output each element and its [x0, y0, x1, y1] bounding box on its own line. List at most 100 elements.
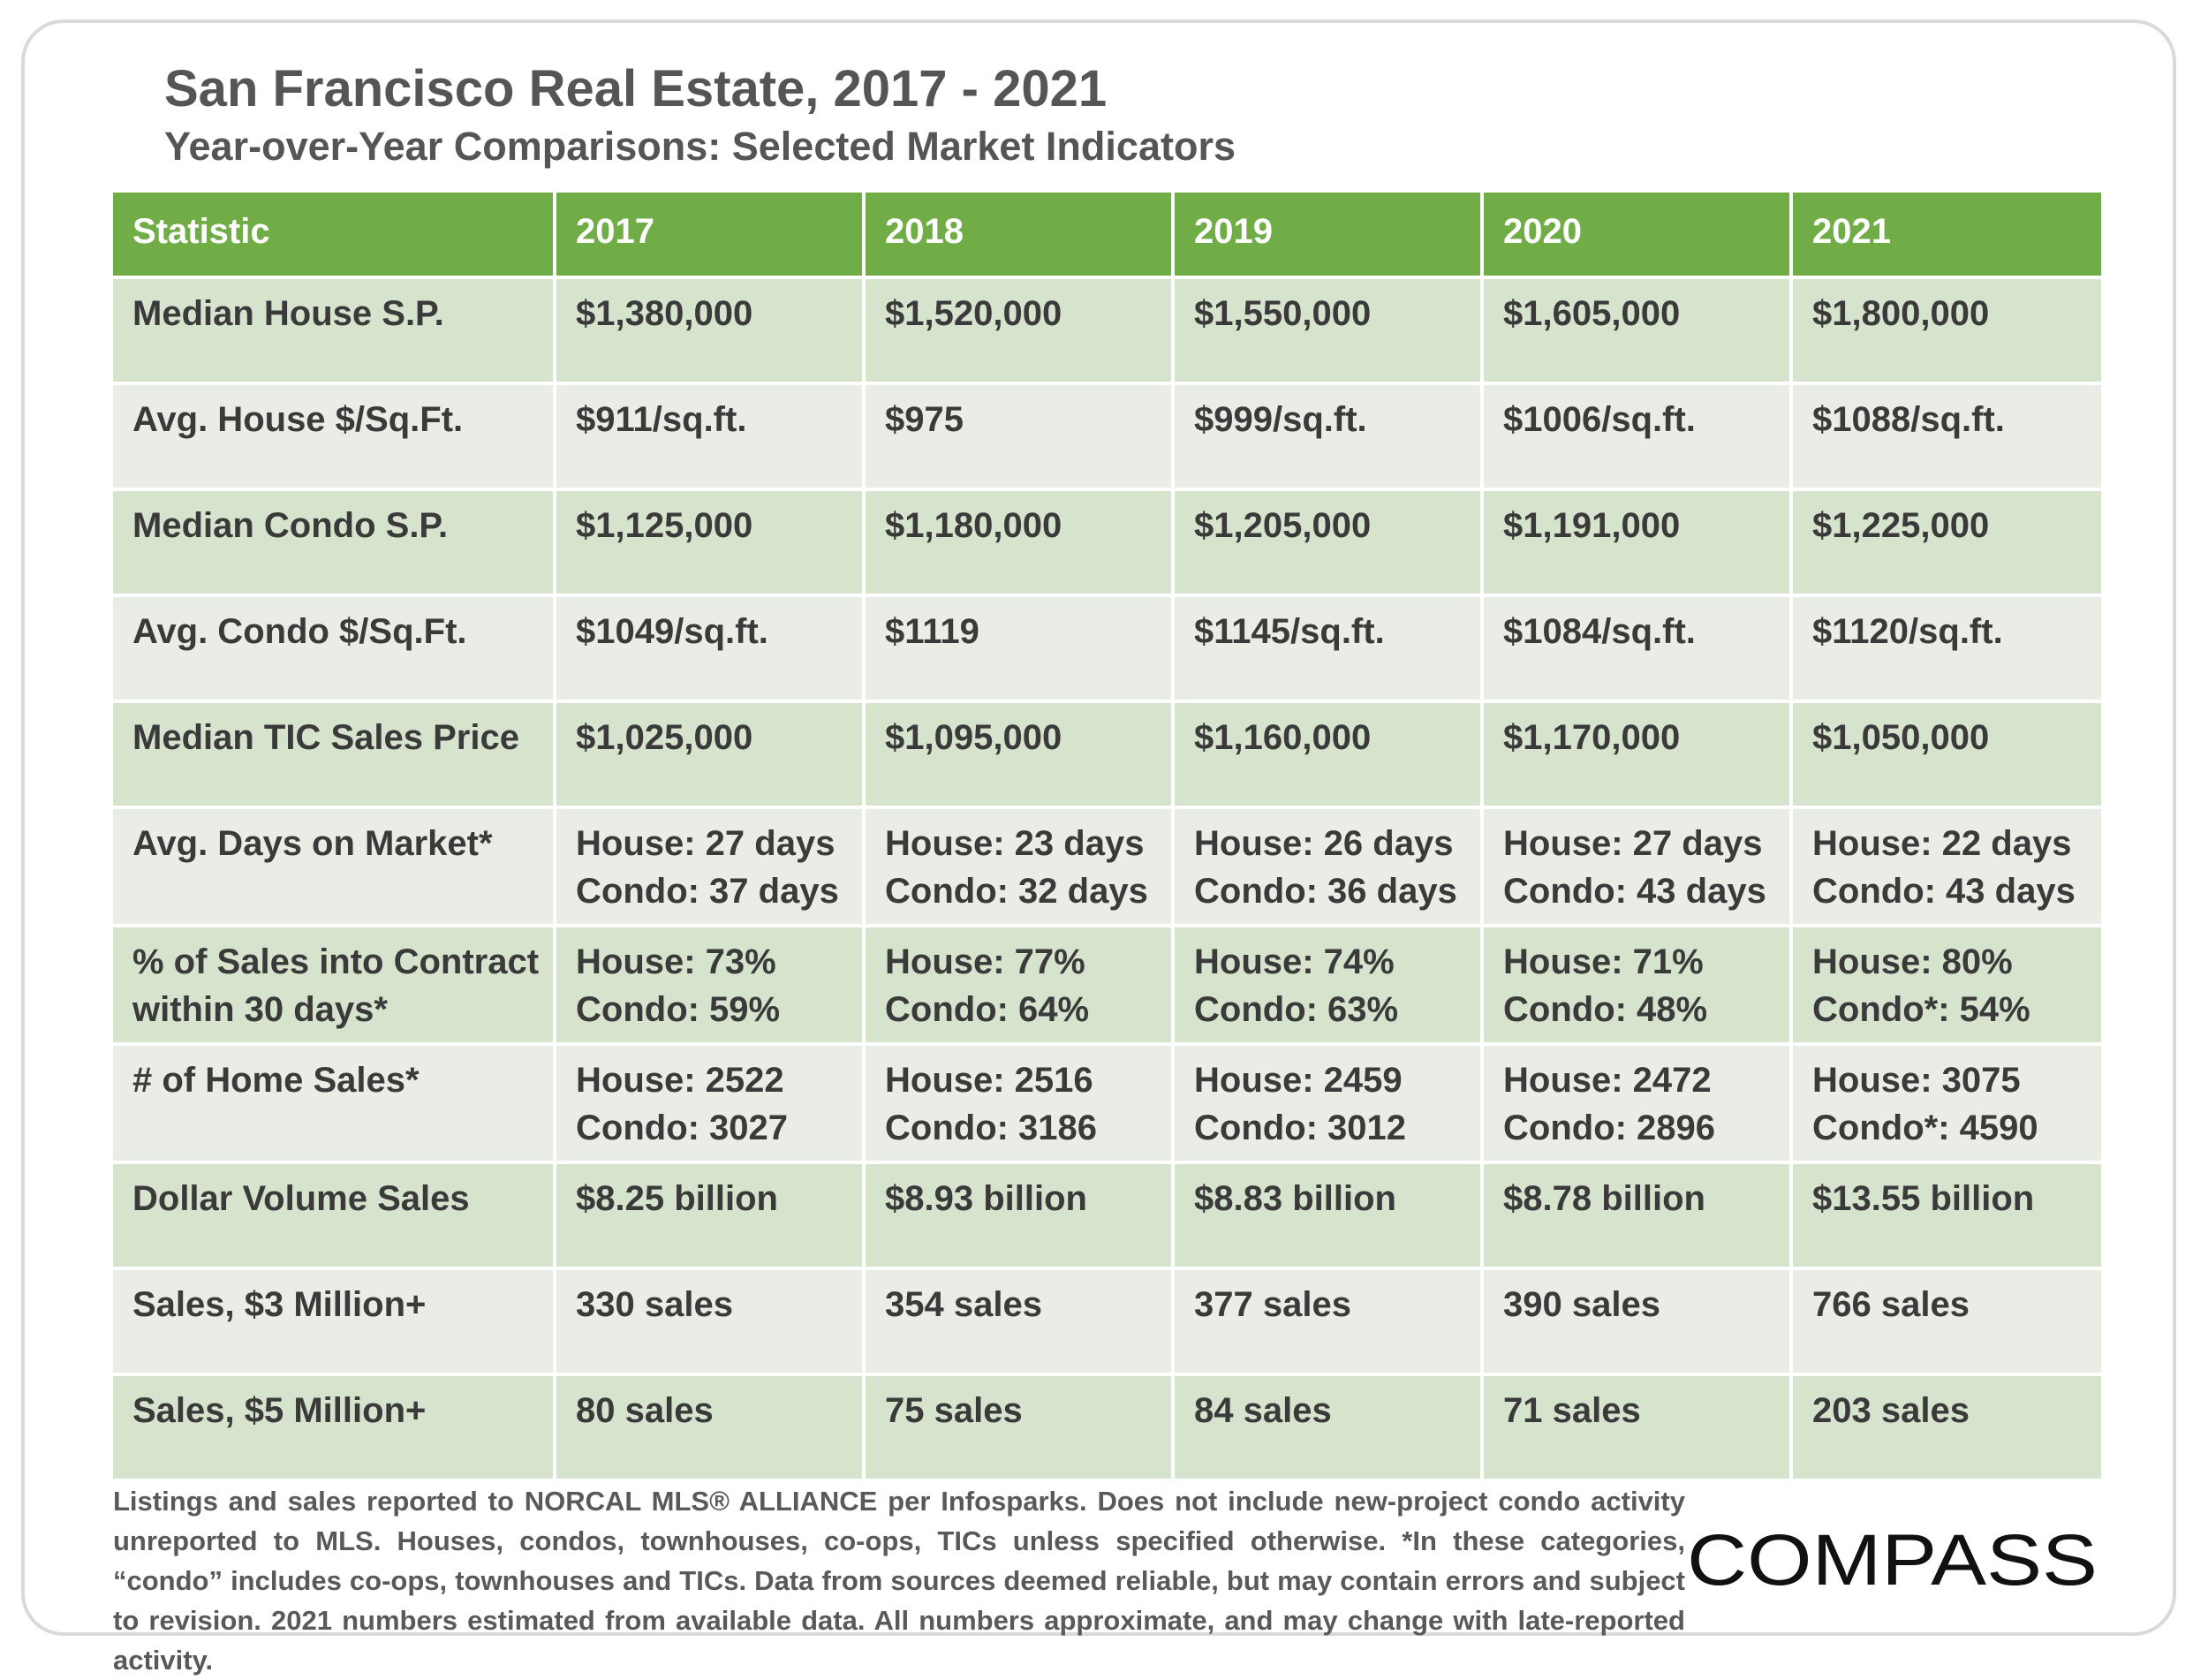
value-cell-2018: 75 sales	[864, 1374, 1175, 1482]
value-cell-2020: $1,191,000	[1482, 489, 1793, 597]
cell-value: House: 23 days	[885, 824, 1145, 863]
cell-value: $1,550,000	[1194, 294, 1372, 333]
row-label: Sales, $3 Million+	[132, 1285, 427, 1324]
value-cell-2019: House: 26 days Condo: 36 days	[1173, 807, 1484, 927]
column-header-2017: 2017	[555, 193, 866, 279]
cell-value: $999/sq.ft.	[1194, 400, 1367, 439]
cell-value: House: 71%	[1503, 942, 1704, 981]
row-label-cell: Avg. Days on Market*	[113, 807, 556, 927]
cell-value: $8.25 billion	[576, 1179, 778, 1218]
cell-value: 354 sales	[885, 1285, 1042, 1324]
cell-value: $1,605,000	[1503, 294, 1681, 333]
slide-frame	[21, 19, 2176, 1636]
cell-value: $1,520,000	[885, 294, 1062, 333]
page-subtitle: Year-over-Year Comparisons: Selected Mar…	[164, 124, 1236, 169]
cell-value: $1088/sq.ft.	[1812, 400, 2005, 439]
value-cell-2019: House: 74% Condo: 63%	[1173, 926, 1484, 1046]
cell-value: House: 73%	[576, 942, 776, 981]
value-cell-2018: $1,095,000	[864, 701, 1175, 809]
value-cell-2020: House: 2472 Condo: 2896	[1482, 1044, 1793, 1164]
table-row: Sales, $5 Million+ 80 sales 75 sales 84 sal…	[113, 1374, 2101, 1482]
cell-value: Condo: 59%	[576, 990, 781, 1029]
cell-value: Condo: 36 days	[1194, 872, 1457, 911]
table-row: Avg. Days on Market* House: 27 days Condo:…	[113, 807, 2101, 927]
row-label: within 30 days*	[132, 990, 388, 1029]
cell-value: $1049/sq.ft.	[576, 612, 768, 651]
value-cell-2021: 203 sales	[1791, 1374, 2101, 1482]
cell-value: House: 77%	[885, 942, 1085, 981]
cell-value: $1120/sq.ft.	[1812, 612, 2003, 651]
value-cell-2021: $1,800,000	[1791, 277, 2101, 385]
value-cell-2019: $1,550,000	[1173, 277, 1484, 385]
cell-value: Condo: 3012	[1194, 1109, 1407, 1147]
cell-value: $1,050,000	[1812, 718, 1990, 757]
row-label: Avg. House $/Sq.Ft.	[132, 400, 464, 439]
cell-value: Condo*: 54%	[1812, 990, 2030, 1029]
cell-value: $8.83 billion	[1194, 1179, 1396, 1218]
cell-value: $1,180,000	[885, 506, 1062, 545]
cell-value: House: 22 days	[1812, 824, 2072, 863]
cell-value: $1119	[885, 612, 979, 651]
cell-value: 203 sales	[1812, 1391, 1970, 1430]
row-label: Dollar Volume Sales	[132, 1179, 470, 1218]
column-header-2020: 2020	[1482, 193, 1793, 279]
column-header-2019: 2019	[1173, 193, 1484, 279]
row-label: Median House S.P.	[132, 294, 444, 333]
value-cell-2019: House: 2459 Condo: 3012	[1173, 1044, 1484, 1164]
page-title: San Francisco Real Estate, 2017 - 2021	[164, 60, 1108, 117]
value-cell-2017: House: 2522 Condo: 3027	[555, 1044, 866, 1164]
value-cell-2021: $1120/sq.ft.	[1791, 595, 2101, 703]
cell-value: House: 2522	[576, 1061, 784, 1100]
cell-value: 390 sales	[1503, 1285, 1660, 1324]
cell-value: Condo: 64%	[885, 990, 1090, 1029]
cell-value: Condo: 48%	[1503, 990, 1708, 1029]
table-row: Sales, $3 Million+ 330 sales 354 sales 377 …	[113, 1268, 2101, 1376]
value-cell-2020: 71 sales	[1482, 1374, 1793, 1482]
value-cell-2021: House: 22 days Condo: 43 days	[1791, 807, 2101, 927]
row-label-cell: Median House S.P.	[113, 277, 556, 385]
value-cell-2017: 330 sales	[555, 1268, 866, 1376]
cell-value: House: 2459	[1194, 1061, 1403, 1100]
row-label: Avg. Days on Market*	[132, 824, 493, 863]
value-cell-2017: House: 73% Condo: 59%	[555, 926, 866, 1046]
cell-value: House: 74%	[1194, 942, 1395, 981]
footnote: Listings and sales reported to NORCAL ML…	[113, 1486, 1685, 1676]
cell-value: $1,191,000	[1503, 506, 1681, 545]
cell-value: House: 27 days	[576, 824, 836, 863]
table-row: # of Home Sales* House: 2522 Condo: 3027 Ho…	[113, 1044, 2101, 1164]
row-label: Median Condo S.P.	[132, 506, 449, 545]
row-label: Sales, $5 Million+	[132, 1391, 427, 1430]
value-cell-2019: $1,160,000	[1173, 701, 1484, 809]
value-cell-2020: $1084/sq.ft.	[1482, 595, 1793, 703]
table-row: Avg. House $/Sq.Ft. $911/sq.ft. $975 $999/s…	[113, 383, 2101, 491]
value-cell-2017: $911/sq.ft.	[555, 383, 866, 491]
cell-value: 377 sales	[1194, 1285, 1351, 1324]
cell-value: $1,160,000	[1194, 718, 1372, 757]
table-header-row: Statistic 2017 2018 2019 2020 2021	[113, 193, 2101, 279]
value-cell-2019: 377 sales	[1173, 1268, 1484, 1376]
value-cell-2017: 80 sales	[555, 1374, 866, 1482]
table-row: Avg. Condo $/Sq.Ft. $1049/sq.ft. $1119 $114…	[113, 595, 2101, 703]
value-cell-2018: House: 23 days Condo: 32 days	[864, 807, 1175, 927]
table-row: Median TIC Sales Price $1,025,000 $1,095,0…	[113, 701, 2101, 809]
cell-value: Condo: 3186	[885, 1109, 1098, 1147]
cell-value: Condo: 3027	[576, 1109, 789, 1147]
value-cell-2020: $8.78 billion	[1482, 1162, 1793, 1270]
value-cell-2018: $975	[864, 383, 1175, 491]
cell-value: $975	[885, 400, 964, 439]
value-cell-2019: $8.83 billion	[1173, 1162, 1484, 1270]
cell-value: Condo*: 4590	[1812, 1109, 2038, 1147]
value-cell-2017: $1,025,000	[555, 701, 866, 809]
row-label-cell: Avg. House $/Sq.Ft.	[113, 383, 556, 491]
row-label: # of Home Sales*	[132, 1061, 420, 1100]
value-cell-2018: $1,520,000	[864, 277, 1175, 385]
cell-value: Condo: 32 days	[885, 872, 1148, 911]
row-label-cell: Sales, $3 Million+	[113, 1268, 556, 1376]
row-label-cell: Dollar Volume Sales	[113, 1162, 556, 1270]
row-label: Avg. Condo $/Sq.Ft.	[132, 612, 467, 651]
row-label-cell: # of Home Sales*	[113, 1044, 556, 1164]
value-cell-2019: 84 sales	[1173, 1374, 1484, 1482]
cell-value: $1,205,000	[1194, 506, 1372, 545]
cell-value: $1006/sq.ft.	[1503, 400, 1696, 439]
value-cell-2020: 390 sales	[1482, 1268, 1793, 1376]
